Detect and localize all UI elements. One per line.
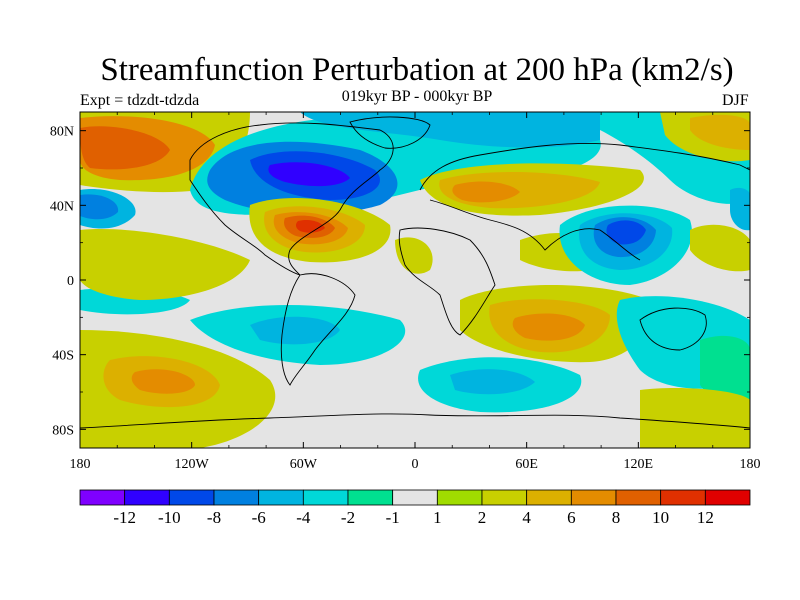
colorbar-box [570,489,617,506]
colorbar-box [302,489,349,506]
contour-region [700,335,750,405]
lon-tick-label: 120E [624,457,654,472]
contour-region [80,194,119,220]
colorbar-label: -1 [386,508,400,527]
contour-region [450,369,535,395]
colorbar-box [347,489,394,506]
coastline-north-america [189,122,394,276]
colorbar-box [258,489,304,506]
lat-tick-label: 80S [52,423,74,438]
colorbar-box [168,489,215,506]
contour-region [131,369,195,394]
coastline-antarctica [80,413,750,429]
colorbar-box [79,489,126,506]
contour-region [300,112,600,148]
lon-tick-label: 60W [290,457,318,472]
coastline-australia [639,307,707,351]
colorbar-box [615,489,662,506]
colorbar-labels: -12 -10 -8 -6 -4 -2 -1 1 2 4 6 8 10 12 [113,508,714,527]
colorbar-box [213,489,260,506]
colorbar-box [392,489,438,506]
colorbar-label: -2 [341,508,355,527]
coastline-eurasia [419,143,750,261]
contour-region [690,114,750,150]
colorbar-label: 2 [478,508,487,527]
lon-tick-label: 180 [70,457,91,472]
colorbar [79,489,751,506]
contour-region [295,219,325,233]
colorbar-label: -4 [296,508,311,527]
contour-region [512,313,585,341]
lon-tick-label: 60E [515,457,538,472]
lat-tick-label: 80N [50,125,74,140]
lat-tick-label: 40N [50,199,74,214]
contour-region [250,316,340,345]
colorbar-label: 8 [612,508,621,527]
colorbar-label: 6 [567,508,576,527]
colorbar-box [481,489,528,506]
colorbar-label: -12 [113,508,136,527]
lon-tick-label: 180 [740,457,761,472]
lat-tick-label: 40S [52,349,74,364]
season-label: DJF [722,92,749,109]
figure-subtitle: 019kyr BP - 000kyr BP [341,88,493,105]
coastline-south-america [280,273,356,386]
contour-region [395,237,433,274]
contour-region [268,162,350,187]
contour-region [690,224,750,272]
figure-title: Streamfunction Perturbation at 200 hPa (… [100,52,734,88]
lon-tick-label: 120W [175,457,210,472]
colorbar-label: 10 [652,508,669,527]
colorbar-box [660,489,706,506]
coastline-africa [398,227,496,336]
coastlines [80,116,750,429]
colorbar-label: -10 [158,508,181,527]
axis-labels: 180 120W 60W 0 60E 120E 180 80N 40N 0 40S 80S [50,125,761,472]
colorbar-box [436,489,483,506]
colorbar-label: 12 [697,508,714,527]
colorbar-label: -8 [207,508,221,527]
lon-tick-label: 0 [412,457,419,472]
colorbar-box [526,489,572,506]
contour-region [80,126,170,170]
contour-region [730,187,750,231]
experiment-label: Expt = tdzdt-tdzda [80,92,200,109]
contour-region [606,220,646,245]
colorbar-box [124,489,170,506]
colorbar-label: -6 [252,508,266,527]
colorbar-box [704,489,751,506]
colorbar-label: 4 [522,508,531,527]
contour-region [80,229,250,300]
lat-tick-label: 0 [67,274,74,289]
contour-region [452,181,520,203]
colorbar-label: 1 [433,508,442,527]
contour-region [640,388,750,448]
coastline-greenland [349,116,431,149]
axis-ticks [79,112,751,448]
contour-field [80,112,750,448]
